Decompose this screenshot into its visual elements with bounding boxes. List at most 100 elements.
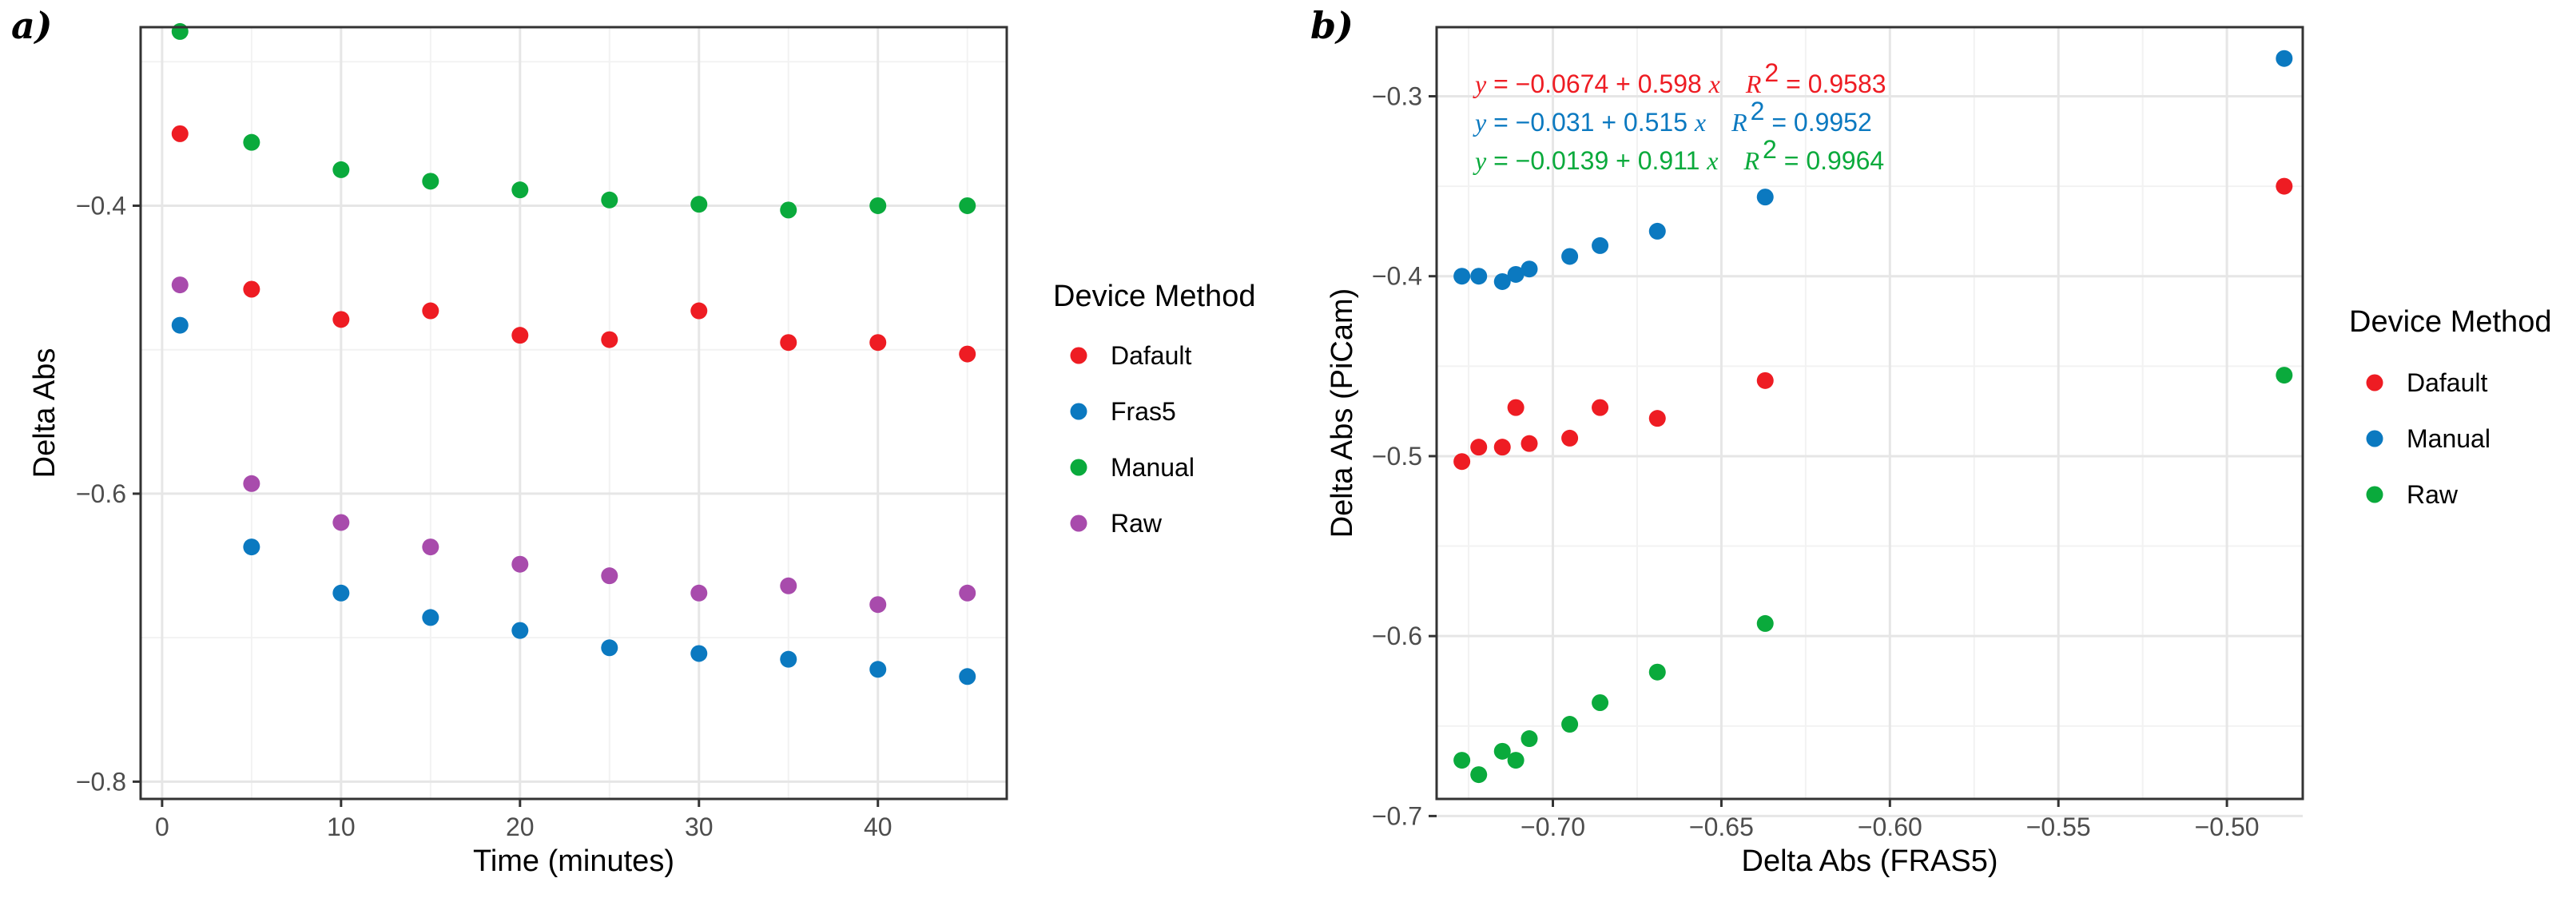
b-point-manual	[1521, 260, 1538, 278]
a-point-dafault	[243, 280, 260, 298]
a-point-dafault	[959, 345, 976, 363]
a-point-fras5	[601, 639, 618, 657]
b-point-dafault	[1470, 439, 1488, 456]
b-legend-key-dafault	[2366, 374, 2383, 391]
a-point-fras5	[171, 316, 189, 334]
b-point-manual	[1507, 265, 1525, 283]
b-y-tick-label: −0.4	[1372, 262, 1422, 291]
panel-a-legend-title: Device Method	[1053, 280, 1255, 313]
a-point-dafault	[601, 331, 618, 348]
a-point-fras5	[780, 650, 797, 668]
b-point-manual	[1470, 268, 1488, 285]
a-point-dafault	[511, 327, 529, 344]
b-x-tick-label: −0.70	[1521, 813, 1585, 841]
panel-b-y-axis-title: Delta Abs (PiCam)	[1326, 288, 1359, 538]
b-point-raw	[1470, 766, 1488, 784]
panel-a-points	[171, 22, 976, 685]
a-x-tick-label: 0	[155, 813, 169, 841]
panel-a-gridlines	[141, 27, 1007, 799]
a-point-dafault	[332, 311, 350, 328]
a-point-raw	[690, 584, 708, 602]
panel-b-y-ticks: −0.7 −0.6 −0.5 −0.4 −0.3	[1372, 81, 1437, 830]
a-point-fras5	[243, 538, 260, 556]
b-point-dafault	[1493, 439, 1511, 456]
panel-a-legend: Device Method Dafault Fras5 Manual Raw	[1053, 280, 1255, 538]
b-y-tick-label: −0.3	[1372, 81, 1422, 110]
b-point-dafault	[1507, 399, 1525, 416]
a-point-fras5	[869, 661, 887, 678]
a-legend-label-raw: Raw	[1111, 509, 1163, 538]
b-x-tick-label: −0.65	[1689, 813, 1754, 841]
b-point-dafault	[1453, 453, 1471, 471]
b-point-dafault	[1592, 399, 1609, 416]
b-point-manual	[2276, 50, 2293, 67]
panel-b: b) −0.70 −0.65 −0.60 −0.55 −0.50 −0.7−0.6−0.…	[1310, 4, 2551, 878]
b-point-raw	[1592, 694, 1609, 712]
panel-a-x-axis-title: Time (minutes)	[473, 844, 674, 878]
a-point-raw	[511, 555, 529, 573]
b-point-manual	[1453, 268, 1471, 285]
b-legend-label-dafault: Dafault	[2407, 368, 2488, 397]
panel-b-plot-frame	[1435, 26, 2304, 801]
a-point-fras5	[690, 645, 708, 662]
a-point-dafault	[780, 334, 797, 352]
a-point-manual	[243, 133, 260, 151]
a-point-raw	[601, 567, 618, 585]
b-point-manual	[1648, 222, 1666, 240]
panel-a-label: a)	[11, 4, 53, 47]
b-point-dafault	[1521, 435, 1538, 452]
a-point-fras5	[959, 668, 976, 685]
b-point-raw	[1561, 716, 1579, 733]
b-point-dafault	[1756, 372, 1774, 389]
a-point-manual	[869, 197, 887, 214]
b-x-tick-label: −0.60	[1858, 813, 1922, 841]
a-legend-key-dafault	[1070, 347, 1087, 364]
panel-b-legend: Device Method Dafault Manual Raw	[2349, 305, 2551, 509]
b-point-manual	[1592, 236, 1609, 254]
b-point-dafault	[1561, 429, 1579, 447]
b-legend-label-raw: Raw	[2407, 480, 2459, 509]
b-point-manual	[1756, 189, 1774, 206]
panel-b-points	[1453, 50, 2293, 784]
b-point-raw	[2276, 367, 2293, 384]
a-point-fras5	[332, 584, 350, 602]
a-y-tick-label: −0.4	[76, 191, 126, 220]
panel-a-x-ticks: 0 10 20 30 40	[155, 799, 892, 841]
a-point-manual	[171, 22, 189, 40]
a-legend-key-fras5	[1070, 403, 1087, 420]
a-point-manual	[601, 191, 618, 209]
b-legend-label-manual: Manual	[2407, 424, 2491, 453]
a-point-manual	[690, 196, 708, 213]
a-point-raw	[171, 276, 189, 294]
a-point-raw	[243, 475, 260, 492]
a-point-raw	[780, 577, 797, 594]
a-point-raw	[869, 596, 887, 614]
panel-b-legend-title: Device Method	[2349, 305, 2551, 339]
b-point-manual	[1561, 248, 1579, 265]
a-legend-key-manual	[1070, 459, 1087, 476]
b-point-raw	[1453, 752, 1471, 769]
a-point-dafault	[690, 302, 708, 320]
b-point-raw	[1493, 742, 1511, 760]
a-point-raw	[959, 584, 976, 602]
a-point-manual	[511, 181, 529, 199]
a-plot-background	[141, 27, 1007, 799]
a-y-tick-label: −0.8	[76, 767, 126, 796]
panel-b-x-ticks: −0.70 −0.65 −0.60 −0.55 −0.50	[1521, 799, 2260, 841]
a-point-manual	[332, 161, 350, 178]
a-point-manual	[959, 197, 976, 214]
a-point-manual	[422, 173, 439, 190]
b-point-manual	[1493, 272, 1511, 290]
b-point-dafault	[1648, 410, 1666, 427]
panel-a: a) 0 10 20 30 40 −0.8 −0.6 −0.4 Time (minutes)…	[11, 4, 1255, 878]
a-y-tick-label: −0.6	[76, 479, 126, 508]
panel-a-y-axis-title: Delta Abs	[28, 348, 62, 479]
b-y-tick-label: −0.7	[1372, 801, 1422, 830]
b-legend-key-raw	[2366, 486, 2383, 503]
b-x-tick-label: −0.55	[2026, 813, 2091, 841]
